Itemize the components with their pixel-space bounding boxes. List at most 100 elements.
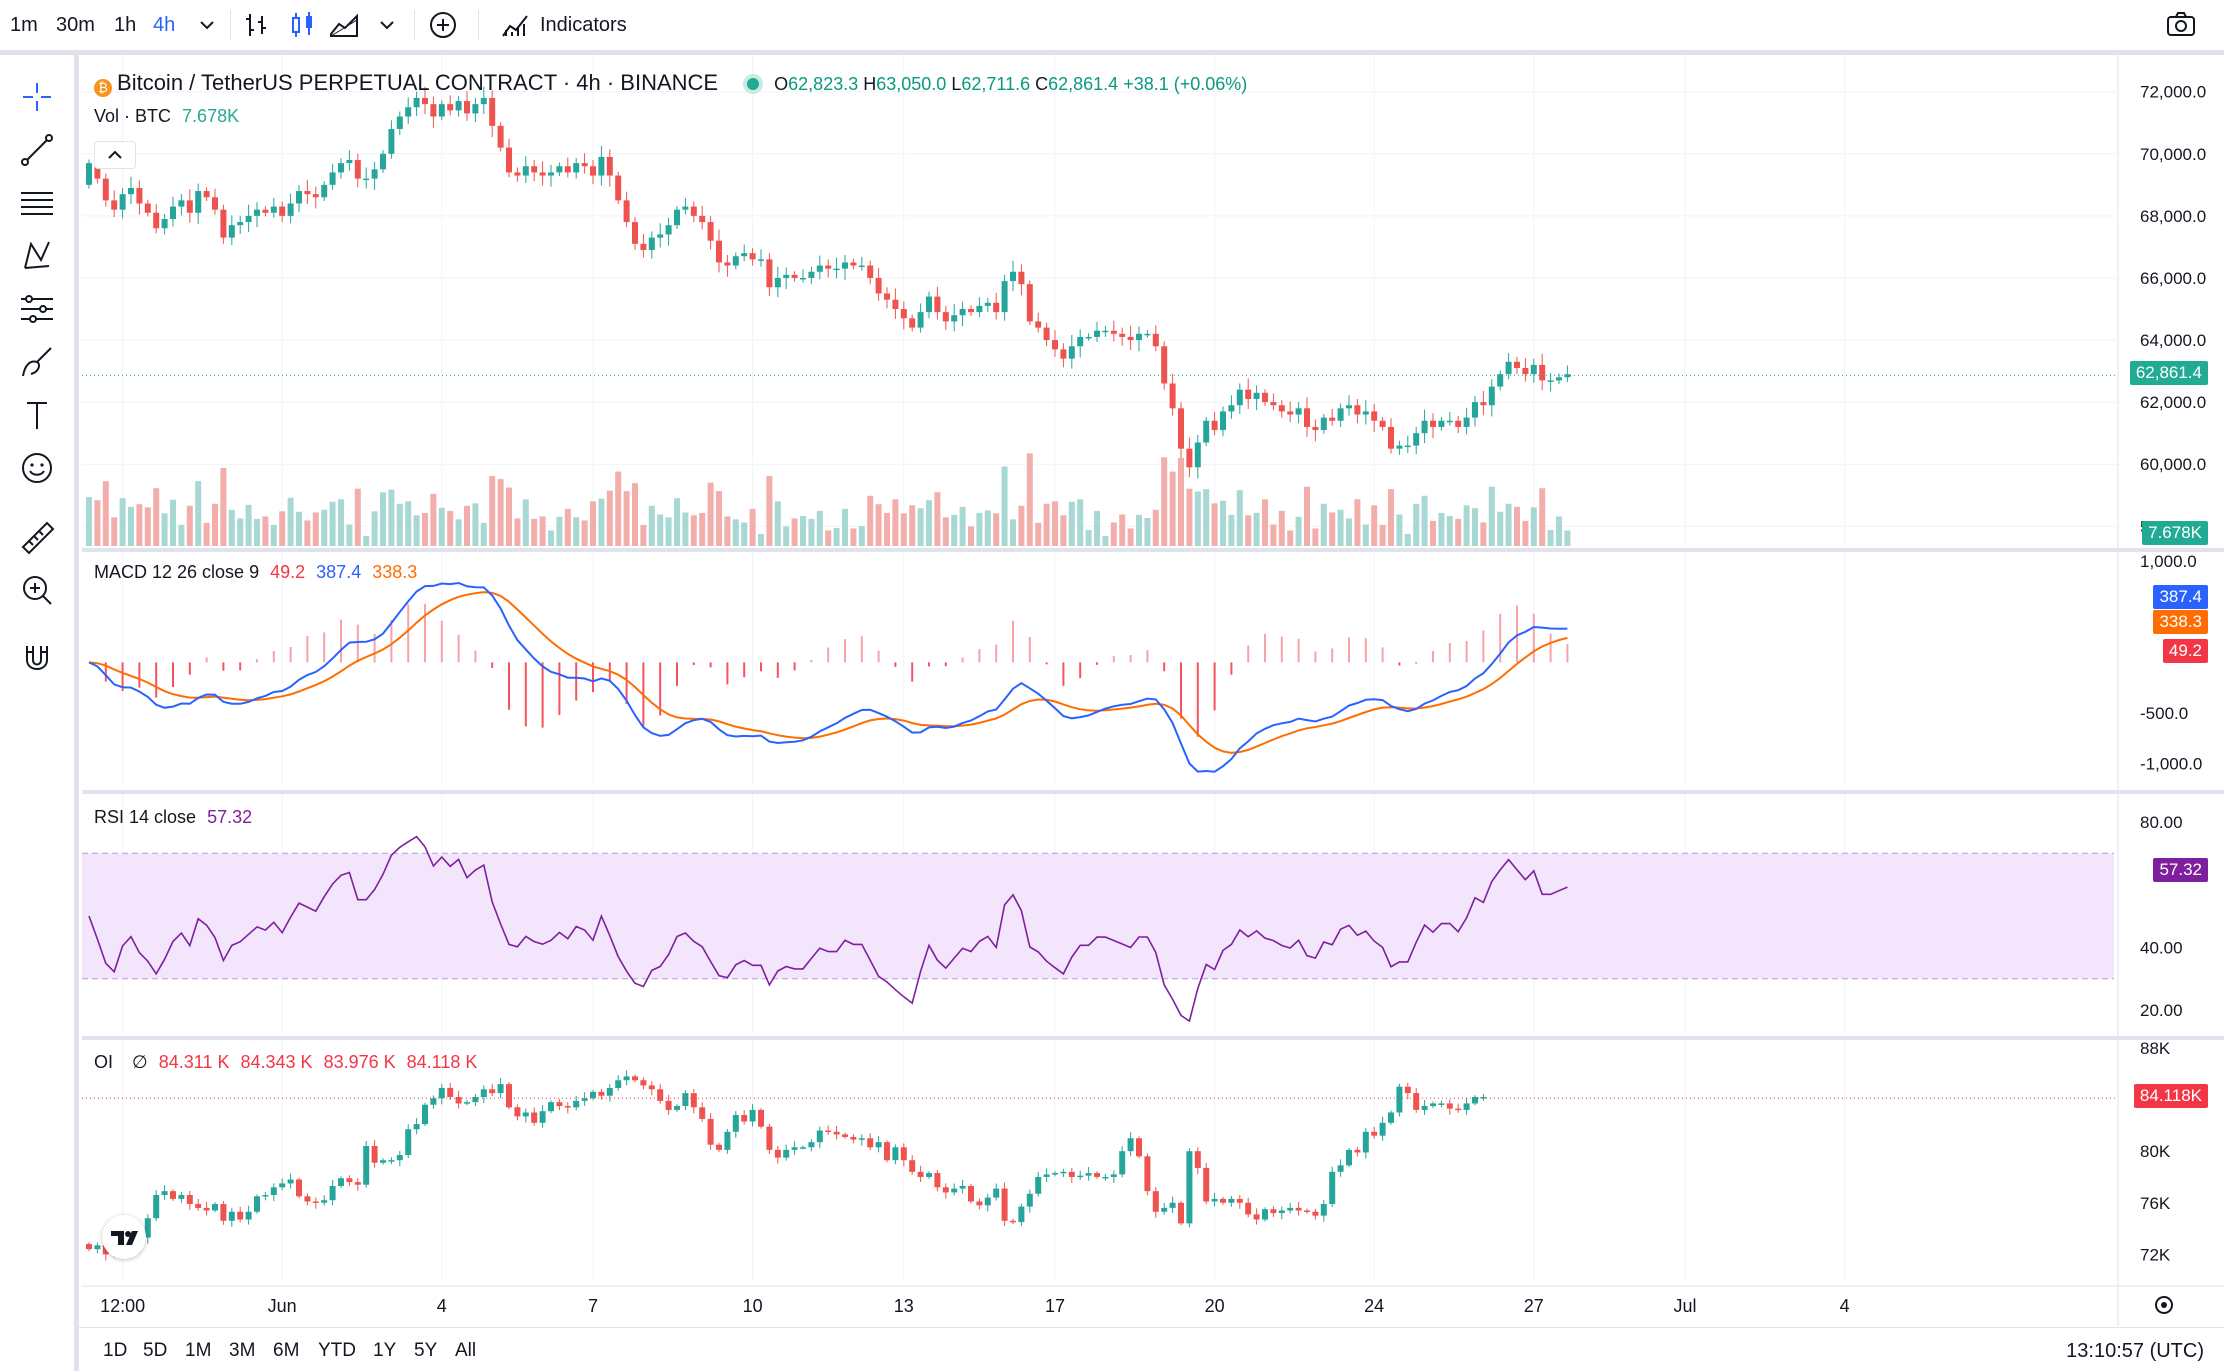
price-candle [682,206,689,210]
price-candle [1194,442,1201,468]
volume-bar [447,510,454,546]
oi-high-value: 84.343 K [240,1052,313,1072]
price-candle [1010,271,1016,282]
indicators-button[interactable]: Indicators [540,14,627,36]
utc-clock[interactable]: 13:10:57 (UTC) [2066,1340,2204,1362]
range-1d[interactable]: 1D [103,1340,128,1361]
volume-bar [783,526,790,546]
macd-label[interactable]: MACD 12 26 close 9 [94,562,260,582]
oi-candle [346,1178,353,1183]
range-5y[interactable]: 5Y [414,1340,438,1361]
volume-bar [1388,489,1394,546]
oi-candle [976,1201,983,1206]
price-candle [161,218,168,229]
zoom-in-icon[interactable] [17,570,57,610]
bars-chart-icon[interactable] [240,8,274,42]
price-tick-label: 72,000.0 [2140,83,2206,102]
volume-bar [606,490,613,546]
volume-bar [816,510,823,546]
oi-candle [1068,1171,1075,1177]
interval-1h[interactable]: 1h [114,14,137,36]
oi-candle [800,1147,806,1149]
symbol-title[interactable]: Bitcoin / TetherUS PERPETUAL CONTRACT · … [117,70,719,95]
oi-candle [338,1178,344,1186]
volume-bar [144,507,151,546]
range-6m[interactable]: 6M [273,1340,300,1361]
volume-bar [1346,518,1352,546]
oi-label[interactable]: OI [94,1052,114,1072]
price-candle [489,97,496,126]
range-5d[interactable]: 5D [143,1340,168,1361]
price-candle [447,104,454,111]
oi-candle [590,1091,596,1099]
indicators-icon[interactable] [498,8,532,42]
oi-candle [1472,1097,1478,1104]
volume-bar [186,505,193,546]
oi-candle [1060,1171,1067,1174]
oi-candle [220,1204,227,1221]
trend-line-icon[interactable] [17,130,57,170]
interval-4h[interactable]: 4h [153,14,176,36]
volume-label[interactable]: Vol · BTC [94,106,172,126]
chevron-down-icon[interactable] [370,8,404,42]
camera-icon[interactable] [2164,8,2198,42]
collapse-legend-button[interactable] [94,141,136,169]
range-3m[interactable]: 3M [229,1340,256,1361]
prediction-icon[interactable] [17,289,57,329]
volume-bar [900,513,907,546]
oi-candle [842,1134,848,1137]
rsi-label[interactable]: RSI 14 close [94,807,197,827]
volume-bar [472,503,479,546]
interval-30m[interactable]: 30m [56,14,95,36]
price-candle [1278,405,1285,412]
volume-bar [128,506,134,546]
price-candle [430,104,437,117]
oi-candle [707,1118,714,1145]
oi-candle [430,1098,437,1105]
interval-1m[interactable]: 1m [10,14,38,36]
emoji-icon[interactable] [17,448,57,488]
oi-candle [648,1085,655,1090]
price-candle [1388,426,1394,449]
area-chart-icon[interactable] [327,8,361,42]
volume-bar [909,505,916,546]
range-1m[interactable]: 1M [185,1340,212,1361]
price-candle [144,203,151,213]
ruler-icon[interactable] [17,517,57,557]
price-candle [1530,364,1537,375]
crosshair-icon[interactable] [17,77,57,117]
text-icon[interactable] [17,395,57,435]
brush-icon[interactable] [17,342,57,382]
oi-candle [1278,1210,1285,1214]
oi-candle [1127,1138,1134,1152]
price-candle [615,175,622,201]
chevron-down-icon[interactable] [190,8,224,42]
compare-add-icon[interactable] [426,8,460,42]
price-candle [623,200,630,223]
oi-candle [758,1109,764,1127]
oi-tick-label: 72K [2140,1245,2171,1264]
oi-candle [497,1084,504,1094]
volume-bar [640,524,647,546]
range-all[interactable]: All [455,1340,477,1361]
macd-line [88,581,1568,773]
price-candle [1522,367,1529,375]
range-1y[interactable]: 1Y [373,1340,397,1361]
price-candle [842,262,848,269]
price-candle [884,293,890,300]
magnet-icon[interactable] [17,638,57,678]
fib-retracement-icon[interactable] [17,183,57,223]
price-candle [178,200,185,207]
macd-tick-label: -500.0 [2140,704,2188,723]
tradingview-logo[interactable] [102,1215,146,1259]
candles-chart-icon[interactable] [286,8,320,42]
price-candle [665,225,672,235]
price-candle [1329,417,1336,421]
oi-candle [329,1185,336,1201]
pattern-icon[interactable] [17,236,57,276]
oi-tick-label: 80K [2140,1142,2171,1161]
volume-value: 7.678K [182,106,240,126]
volume-bar [1245,515,1252,546]
range-ytd[interactable]: YTD [318,1340,356,1361]
